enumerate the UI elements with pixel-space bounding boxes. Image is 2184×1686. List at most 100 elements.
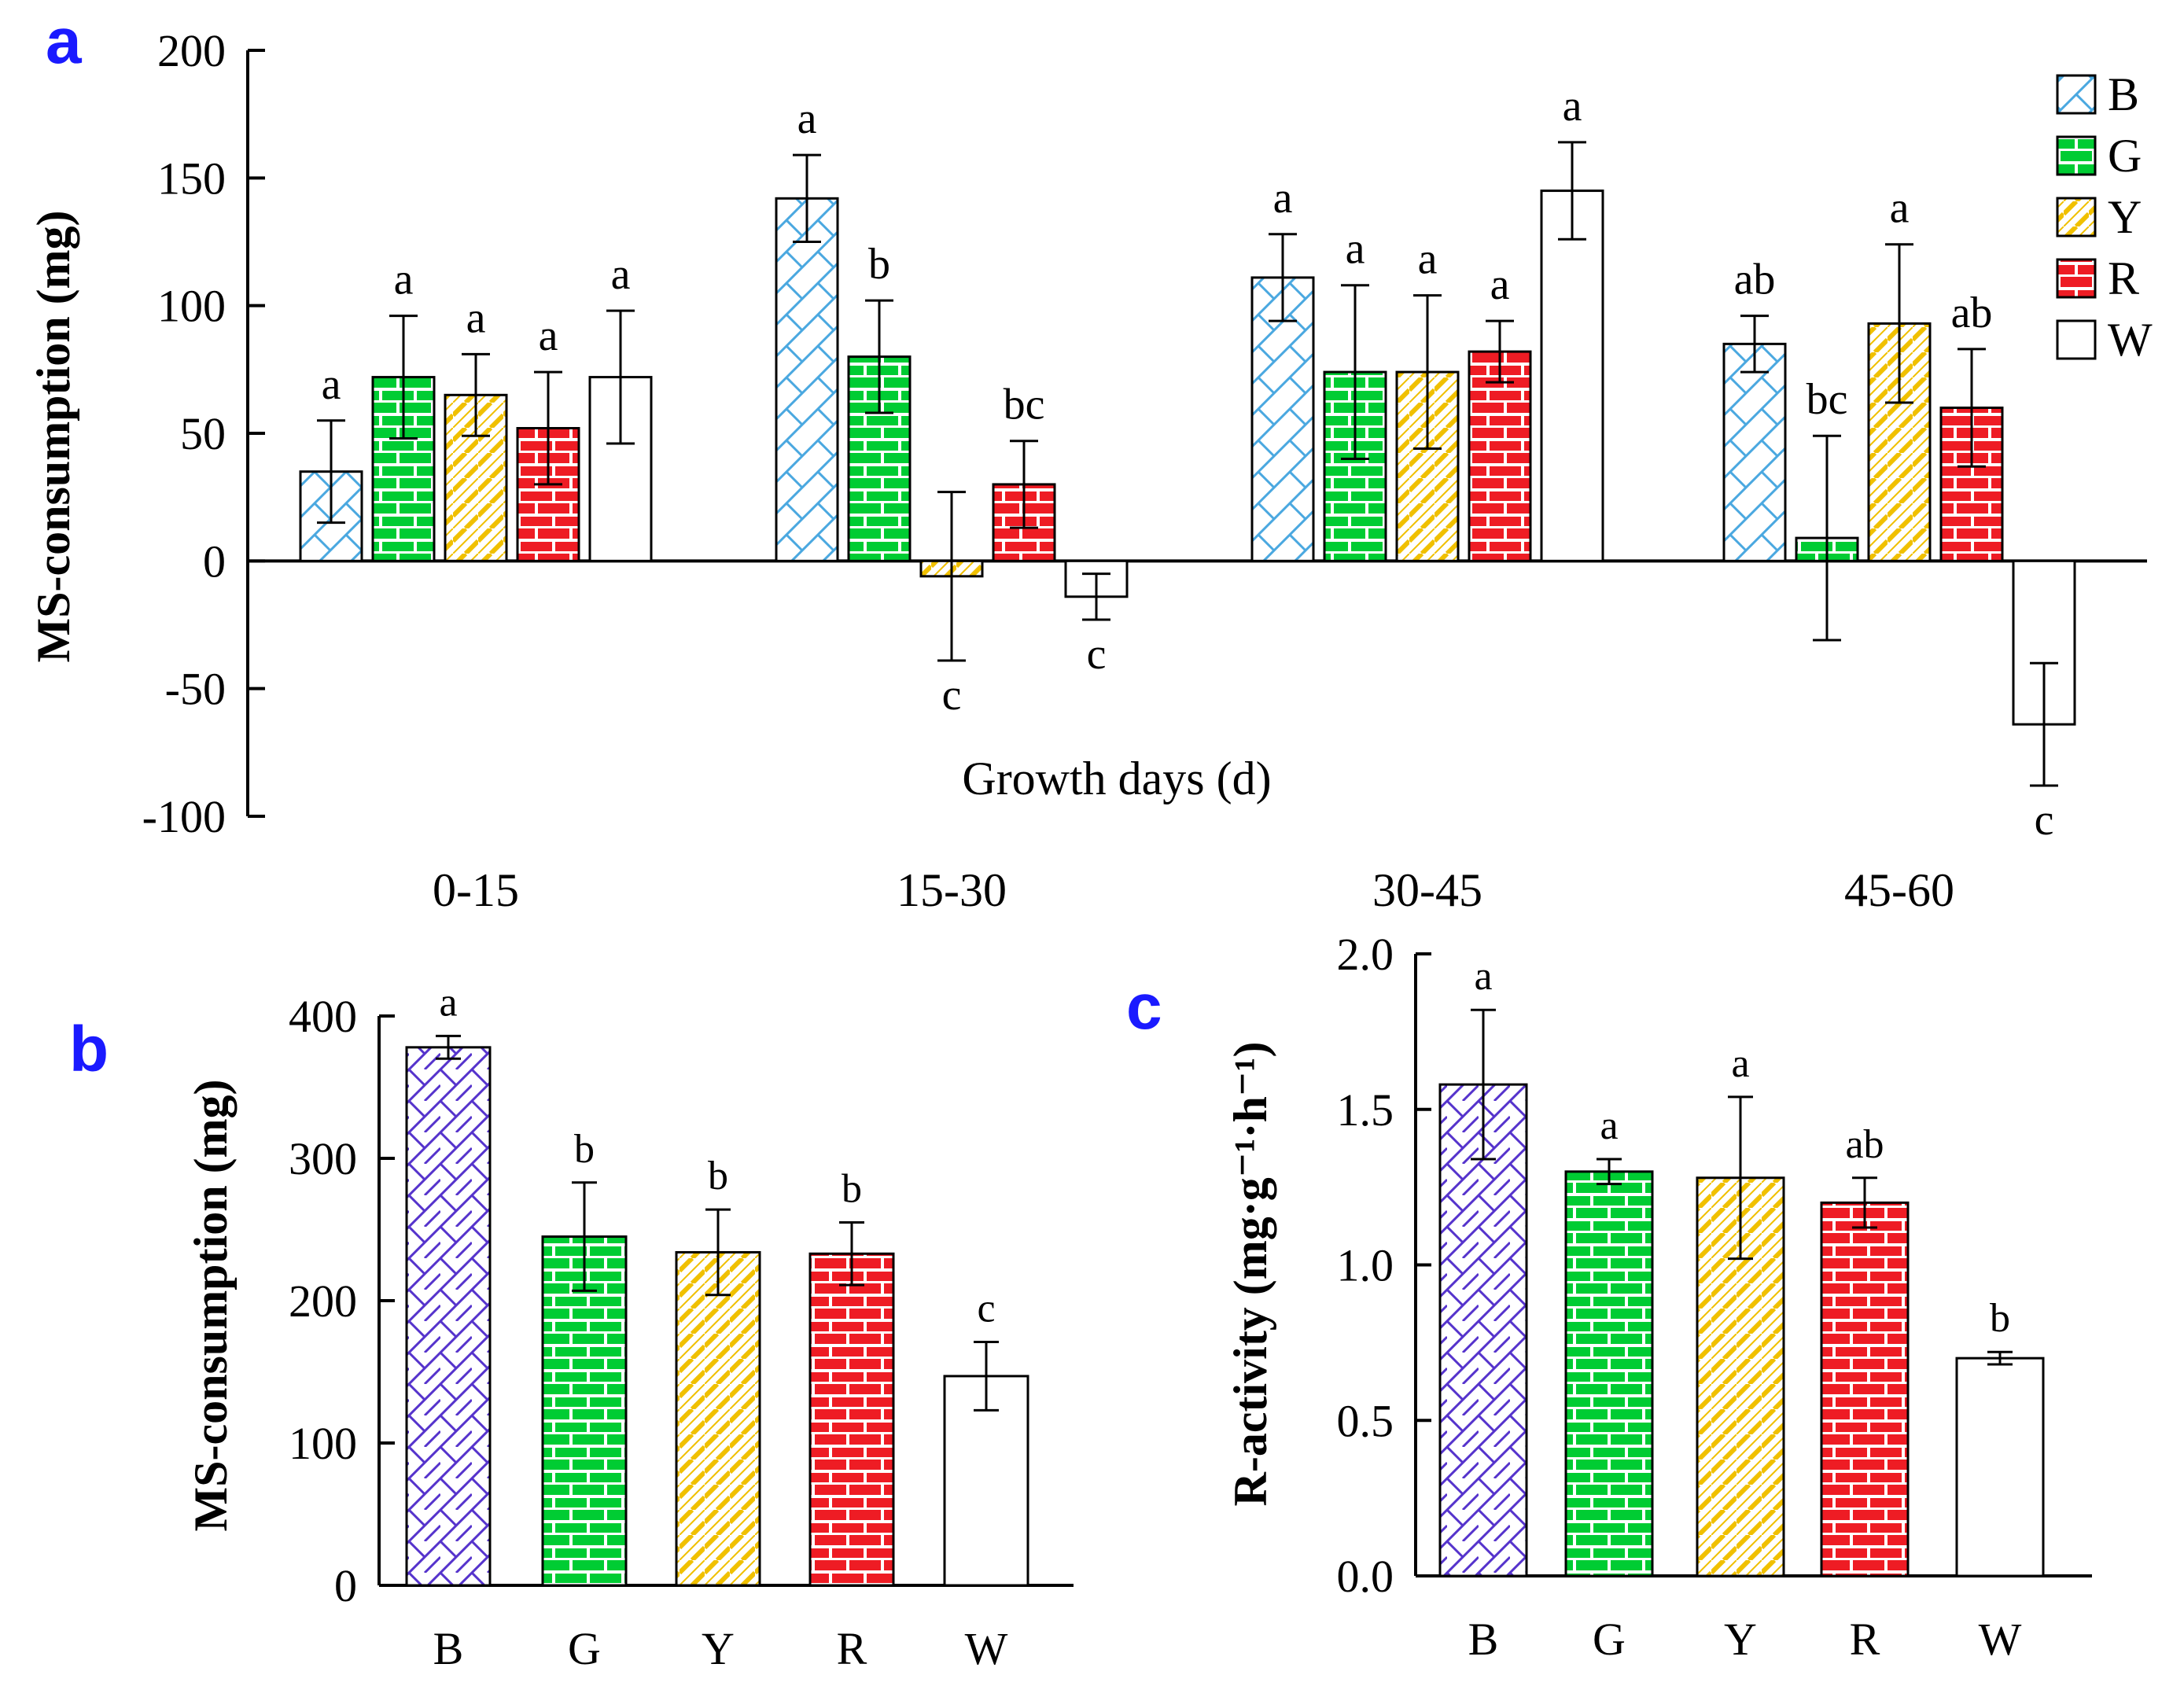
y-tick-label: -100 (142, 791, 226, 842)
x-tick-label: Y (702, 1623, 735, 1674)
y-tick-label: 1.5 (1337, 1084, 1394, 1136)
significance-letter: ab (1845, 1122, 1884, 1167)
legend-swatch-B (2056, 74, 2097, 115)
panel-label-a: a (46, 6, 83, 77)
error-bar (974, 1340, 999, 1412)
bar-W-30-45 (1540, 190, 1604, 562)
significance-letter: a (466, 293, 486, 342)
significance-letter: a (322, 360, 341, 409)
significance-letter: a (1890, 184, 1910, 233)
bar-G (541, 1235, 628, 1587)
error-bar (1010, 440, 1038, 529)
significance-letter: c (942, 671, 962, 720)
legend-swatch-G (2056, 135, 2097, 176)
bar-B (405, 1046, 492, 1587)
significance-letter: bc (1806, 375, 1848, 424)
x-tick-label: 45-60 (1844, 864, 1954, 916)
error-bar (1813, 434, 1841, 642)
y-tick-label: 0 (334, 1560, 357, 1611)
bar-R (808, 1252, 895, 1587)
y-tick-label: 0 (203, 536, 226, 587)
significance-letter: b (868, 240, 890, 289)
error-bar (839, 1220, 864, 1287)
y-tick-label: -50 (165, 664, 226, 715)
x-tick-label: R (837, 1623, 867, 1674)
error-bar (1852, 1176, 1877, 1229)
y-tick-label: 100 (157, 281, 226, 332)
bar-R-30-45 (1468, 350, 1532, 562)
x-tick-label: 15-30 (897, 864, 1007, 916)
legend-swatch-Y (2056, 197, 2097, 237)
significance-letter: b (1990, 1296, 2010, 1341)
legend-swatch-W (2056, 319, 2097, 360)
significance-letter: b (708, 1154, 728, 1198)
significance-letter: c (2035, 796, 2054, 845)
significance-letter: a (1600, 1103, 1618, 1148)
y-axis-label: R-activity (mg·g⁻¹·h⁻¹) (1225, 1042, 1276, 1507)
error-bar (1558, 141, 1586, 241)
bar-W (1955, 1357, 2045, 1577)
x-tick-label: R (1850, 1614, 1880, 1665)
y-tick-label: 0.5 (1337, 1395, 1394, 1446)
bar-B (1438, 1083, 1528, 1577)
bar-B-15-30 (775, 197, 839, 562)
error-bar (1486, 319, 1514, 384)
significance-letter: a (439, 980, 457, 1025)
significance-letter: a (394, 256, 414, 304)
error-bar (389, 315, 418, 440)
panel-c-chart: c 0.0 0.5 1.0 1.5 2.0 B G Y R W a a a ab b R-activity… (1126, 929, 2092, 1665)
y-tick-label: 300 (289, 1133, 357, 1184)
error-bar (462, 352, 490, 437)
error-bar (1987, 1350, 2013, 1366)
error-bar (1269, 233, 1297, 322)
y-tick-label: 150 (157, 153, 226, 204)
error-bar (865, 299, 893, 414)
x-tick-label: W (965, 1623, 1008, 1674)
significance-letter: a (1563, 82, 1582, 131)
y-axis-label: MS-consumption (mg) (185, 1079, 237, 1531)
legend-swatch-R (2056, 258, 2097, 299)
panel-b-chart: b 0 100 200 300 400 B G Y R W a b b b c MS-consumptio… (69, 980, 1074, 1674)
y-tick-label: 1.0 (1337, 1240, 1394, 1291)
bar-Y (675, 1250, 761, 1587)
y-tick-label: 100 (289, 1418, 357, 1469)
error-bar (1597, 1158, 1622, 1186)
significance-letter: a (1273, 174, 1293, 223)
error-bar (1082, 572, 1110, 621)
error-bar (436, 1034, 461, 1060)
significance-letter: a (539, 311, 558, 360)
error-bar (937, 491, 966, 662)
legend-label-B: B (2108, 68, 2139, 120)
bar-R (1820, 1201, 1910, 1577)
x-tick-label: G (568, 1623, 601, 1674)
y-tick-label: 200 (157, 25, 226, 76)
error-bar (1728, 1095, 1753, 1261)
error-bar (572, 1181, 597, 1292)
x-tick-label: 30-45 (1372, 864, 1482, 916)
y-tick-label: 50 (180, 408, 226, 459)
legend-label-R: R (2108, 252, 2139, 304)
significance-letter: ab (1951, 289, 1993, 337)
x-tick-label: 0-15 (433, 864, 519, 916)
error-bar (606, 309, 635, 445)
x-axis-label: Growth days (d) (962, 753, 1271, 804)
bar-W-45-60 (2012, 559, 2076, 726)
error-bar (1885, 243, 1913, 404)
error-bar (705, 1208, 731, 1297)
x-tick-label: Y (1724, 1614, 1757, 1665)
x-tick-label: B (433, 1623, 464, 1674)
bar-G (1564, 1170, 1654, 1577)
y-tick-label: 200 (289, 1276, 357, 1327)
x-tick-label: B (1468, 1614, 1499, 1665)
panel-label-c: c (1126, 971, 1162, 1043)
panel-a-chart: a -100 -50 0 50 100 150 200 0-15 15-30 30-45 45-60… (28, 6, 2153, 916)
bar-B-30-45 (1250, 276, 1315, 562)
error-bar (793, 153, 821, 243)
significance-letter: b (842, 1166, 862, 1211)
significance-letter: ab (1734, 256, 1776, 304)
panel-label-b: b (69, 1014, 109, 1085)
legend-label-Y: Y (2108, 191, 2142, 243)
error-bar (1413, 294, 1442, 450)
